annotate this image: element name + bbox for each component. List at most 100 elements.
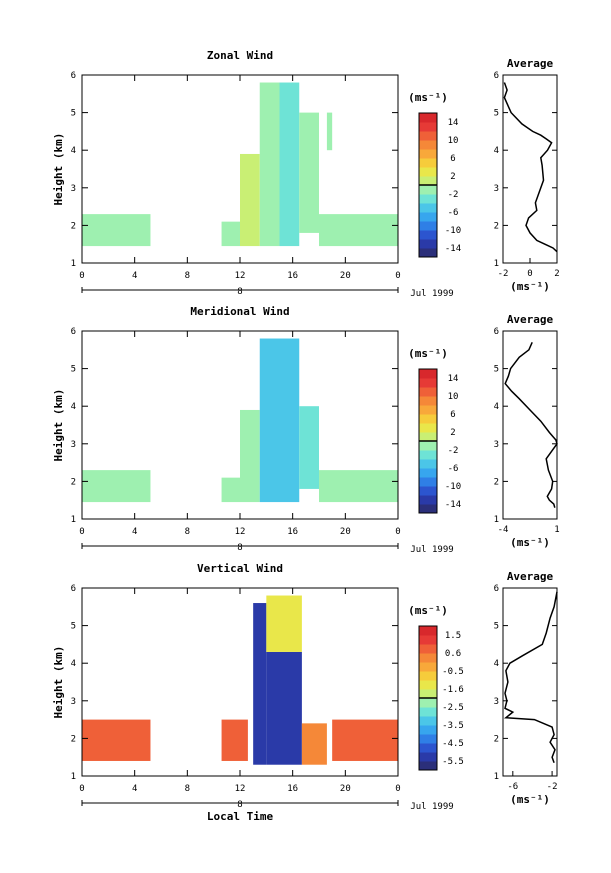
average-y-tick-label: 3: [494, 184, 499, 194]
colorbar-swatch: [419, 734, 437, 744]
colorbar-swatch: [419, 680, 437, 690]
date-label: Jul 1999: [410, 289, 453, 299]
colorbar-swatch: [419, 113, 437, 123]
date-label: Jul 1999: [410, 545, 453, 555]
average-x-tick-label: 0: [527, 269, 532, 279]
x-tick-label: 0: [395, 271, 400, 281]
y-tick-label: 1: [71, 515, 76, 525]
y-tick-label: 2: [71, 221, 76, 231]
heatmap-cells: [82, 82, 398, 247]
colorbar-swatch: [419, 725, 437, 735]
colorbar-swatch: [419, 698, 437, 708]
heatmap-cell: [266, 595, 302, 652]
colorbar-tick-label: -6: [448, 208, 459, 218]
colorbar-swatch: [419, 671, 437, 681]
colorbar-tick-label: -14: [445, 500, 461, 510]
colorbar-swatch: [419, 662, 437, 672]
average-y-tick-label: 6: [494, 327, 499, 337]
x-tick-label: 16: [287, 527, 298, 537]
colorbar-swatch: [419, 477, 437, 487]
colorbar-units: (ms⁻¹): [408, 347, 448, 360]
colorbar-tick-label: -1.6: [442, 685, 464, 695]
heatmap-cell: [221, 221, 240, 247]
colorbar-swatch: [419, 140, 437, 150]
colorbar-swatch: [419, 185, 437, 195]
average-y-tick-label: 4: [494, 146, 499, 156]
average-y-tick-label: 5: [494, 109, 499, 119]
average-title: Average: [507, 313, 554, 326]
colorbar-swatch: [419, 504, 437, 514]
colorbar-swatch: [419, 761, 437, 771]
colorbar-swatch: [419, 405, 437, 415]
colorbar-tick-label: 14: [448, 374, 459, 384]
heatmap-cell: [240, 153, 260, 247]
heatmap-cell: [240, 409, 260, 503]
colorbar-swatch: [419, 743, 437, 753]
y-tick-label: 4: [71, 402, 76, 412]
x-tick-label: 0: [79, 527, 84, 537]
y-tick-label: 3: [71, 440, 76, 450]
y-tick-label: 1: [71, 259, 76, 269]
heatmap-cell: [299, 406, 319, 489]
colorbar-swatch: [419, 495, 437, 505]
panel-title: Vertical Wind: [197, 562, 283, 575]
average-x-tick-label: 1: [554, 525, 559, 535]
average-x-label: (ms⁻¹): [510, 793, 550, 806]
colorbar-swatch: [419, 689, 437, 699]
x-tick-label: 12: [235, 527, 246, 537]
y-axis-label: Height (km): [52, 389, 65, 462]
average-y-tick-label: 2: [494, 477, 499, 487]
average-x-tick-label: -2: [547, 782, 558, 792]
heatmap-cell: [319, 214, 398, 247]
colorbar-swatch: [419, 468, 437, 478]
x-tick-label: 8: [185, 527, 190, 537]
colorbar-swatch: [419, 239, 437, 249]
average-y-tick-label: 4: [494, 402, 499, 412]
average-y-tick-label: 6: [494, 71, 499, 81]
average-y-tick-label: 1: [494, 772, 499, 782]
colorbar-swatch: [419, 221, 437, 231]
colorbar-swatch: [419, 396, 437, 406]
day-label: 8: [237, 287, 242, 297]
y-tick-label: 1: [71, 772, 76, 782]
colorbar-swatch: [419, 486, 437, 496]
colorbar-swatch: [419, 230, 437, 240]
y-tick-label: 2: [71, 477, 76, 487]
colorbar-tick-label: -2.5: [442, 703, 464, 713]
colorbar-tick-label: -2: [448, 446, 459, 456]
average-y-tick-label: 1: [494, 259, 499, 269]
colorbar-swatch: [419, 149, 437, 159]
colorbar-units: (ms⁻¹): [408, 91, 448, 104]
heatmap-cell: [279, 82, 300, 247]
colorbar-tick-label: 10: [448, 136, 459, 146]
x-tick-label: 0: [395, 527, 400, 537]
panel-title: Meridional Wind: [190, 305, 289, 318]
x-tick-label: 12: [235, 271, 246, 281]
colorbar-swatch: [419, 635, 437, 645]
average-x-label: (ms⁻¹): [510, 280, 550, 293]
average-profile-line: [503, 591, 558, 764]
average-x-tick-label: -4: [498, 525, 509, 535]
day-label: 8: [237, 800, 242, 810]
average-y-tick-label: 2: [494, 221, 499, 231]
x-tick-label: 16: [287, 271, 298, 281]
colorbar-swatch: [419, 414, 437, 424]
colorbar-tick-label: -6: [448, 464, 459, 474]
colorbar-swatch: [419, 369, 437, 379]
colorbar-swatch: [419, 459, 437, 469]
colorbar-swatch: [419, 194, 437, 204]
y-tick-label: 6: [71, 584, 76, 594]
colorbar-tick-label: 2: [450, 428, 455, 438]
x-tick-label: 16: [287, 784, 298, 794]
colorbar-swatch: [419, 122, 437, 132]
average-y-tick-label: 3: [494, 697, 499, 707]
y-tick-label: 3: [71, 697, 76, 707]
x-tick-label: 0: [395, 784, 400, 794]
average-x-tick-label: 2: [554, 269, 559, 279]
colorbar-swatch: [419, 378, 437, 388]
heatmap-cell: [82, 470, 151, 503]
average-frame: [502, 330, 558, 520]
